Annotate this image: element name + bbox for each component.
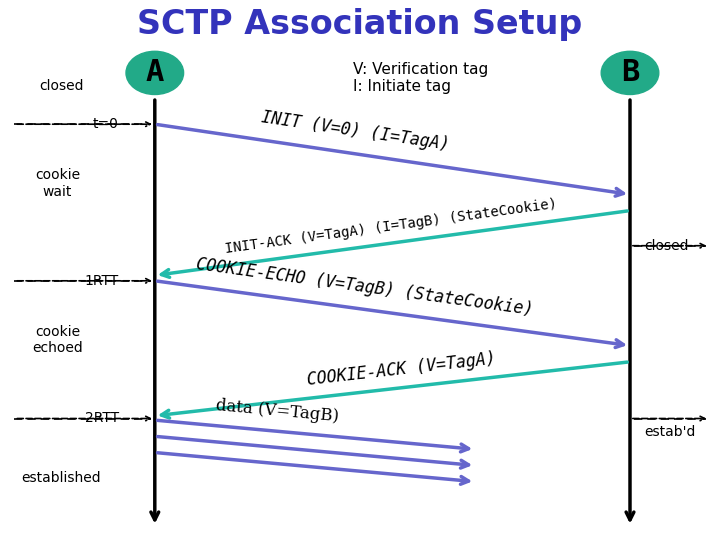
Text: COOKIE-ECHO (V=TagB) (StateCookie): COOKIE-ECHO (V=TagB) (StateCookie) <box>195 255 535 319</box>
Text: SCTP Association Setup: SCTP Association Setup <box>138 8 582 41</box>
Text: COOKIE-ACK (V=TagA): COOKIE-ACK (V=TagA) <box>305 349 496 389</box>
Text: cookie
echoed: cookie echoed <box>32 325 83 355</box>
Text: 1RTT: 1RTT <box>84 274 119 288</box>
Circle shape <box>126 51 184 94</box>
Text: B: B <box>621 58 639 87</box>
Text: cookie
wait: cookie wait <box>35 168 80 199</box>
Text: t=0: t=0 <box>93 117 119 131</box>
Text: closed: closed <box>39 79 84 93</box>
Text: 2RTT: 2RTT <box>85 411 119 426</box>
Text: A: A <box>145 58 164 87</box>
Text: estab'd: estab'd <box>644 425 696 439</box>
Text: closed: closed <box>644 239 689 253</box>
Text: INIT (V=0) (I=TagA): INIT (V=0) (I=TagA) <box>261 109 451 154</box>
Text: INIT-ACK (V=TagA) (I=TagB) (StateCookie): INIT-ACK (V=TagA) (I=TagB) (StateCookie) <box>225 197 559 256</box>
Text: data (V=TagB): data (V=TagB) <box>215 397 340 425</box>
Text: established: established <box>22 471 101 485</box>
Circle shape <box>601 51 659 94</box>
Text: V: Verification tag
I: Initiate tag: V: Verification tag I: Initiate tag <box>353 62 488 94</box>
